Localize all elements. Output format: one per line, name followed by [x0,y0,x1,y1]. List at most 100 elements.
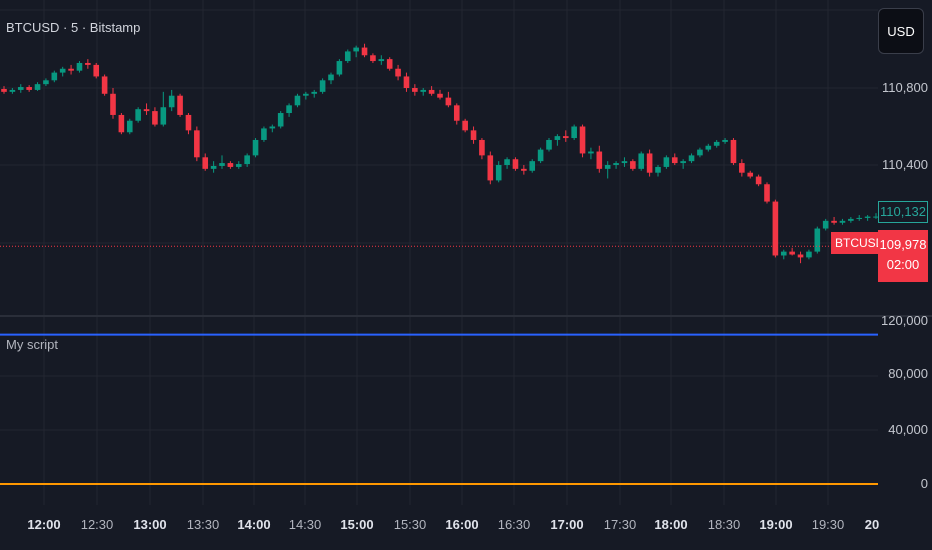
candle-down [177,95,183,115]
time-axis-label: 15:00 [340,517,374,532]
candle-up [571,126,577,139]
candle-up [261,128,267,140]
candle-up [873,216,879,218]
candle-up [864,216,871,218]
time-axis-label: 14:00 [237,517,271,532]
candle-up [697,149,703,156]
candle-up [126,120,133,133]
candle-up [546,139,552,150]
candle-up [588,151,594,154]
candle-up [420,89,427,92]
candle-up [269,126,276,129]
candle-down [487,155,494,181]
grid-lines [0,0,878,505]
candle-up [34,84,41,90]
currency-button[interactable]: USD [878,8,924,54]
candle-up [839,220,846,223]
candle-down [361,47,368,56]
candle-down [85,62,91,65]
candle-down [101,76,108,94]
candle-down [772,201,779,256]
indicator-axis-label: 40,000 [888,422,928,437]
candle-down [730,139,737,164]
candle-down [789,251,795,255]
candle-up [235,164,242,167]
candle-down [143,109,150,112]
candle-down [671,157,678,164]
candle-down [562,136,569,139]
indicator-axis-label: 80,000 [888,366,928,381]
candle-up [713,141,720,146]
candle-down [93,64,100,77]
candle-up [705,145,712,150]
candle-down [739,163,745,173]
candle-up [252,139,259,156]
symbol-tag: BTCUSD [831,232,889,254]
candle-up [303,93,309,96]
indicator-axis-label: 0 [920,476,928,491]
candle-down [185,114,192,131]
candle-up [328,74,334,81]
candle-up [9,89,16,92]
candle-down [428,89,435,94]
candle-down [462,120,468,131]
candle-up [210,165,217,169]
candles-group [1,43,879,264]
last-price-tag: 109,978 02:00 [878,230,928,282]
candle-up [17,87,24,90]
indicator-axis-label: 120,000 [881,313,928,328]
candle-down [395,68,401,77]
candle-up [638,153,645,169]
candle-down [764,184,770,202]
candle-up [856,217,863,219]
time-axis-label: 13:00 [133,517,167,532]
candle-up [613,163,619,165]
candle-up [806,251,812,258]
candle-down [386,59,393,69]
candle-up [378,59,385,62]
candle-down [512,159,519,169]
candle-down [118,114,125,133]
candle-up [244,155,250,165]
candle-up [688,155,695,162]
candle-up [319,80,326,92]
candle-up [663,157,670,167]
candle-up [822,220,829,229]
candle-up [286,105,292,114]
time-axis-label: 19:30 [811,517,845,532]
time-axis-label: 19:00 [759,517,793,532]
candle-up [353,47,359,52]
candle-down [579,126,586,154]
candle-up [294,95,301,106]
symbol-title[interactable]: BTCUSD · 5 · Bitstamp [6,20,141,35]
candle-down [202,157,209,169]
candle-down [194,130,200,158]
candle-up [722,139,728,142]
candle-up [680,161,686,164]
candle-down [26,87,32,90]
candle-up [529,161,536,171]
candle-up [655,166,661,173]
candle-up [504,159,510,165]
candle-up [344,51,351,62]
candle-up [43,80,49,85]
candle-down [630,161,636,169]
candle-up [168,95,175,108]
secondary-price-tag: 110,132 [878,201,928,223]
candle-up [277,113,284,127]
candle-up [848,218,854,221]
time-axis-label: 20 [864,517,880,532]
candle-down [403,76,410,88]
candle-up [495,165,502,181]
indicator-pane-title[interactable]: My script [6,337,58,352]
candle-down [110,93,116,115]
time-axis-label: 17:00 [550,517,584,532]
time-axis-label: 18:30 [707,517,741,532]
candle-up [336,61,343,75]
candle-down [370,55,376,62]
time-axis-label: 14:30 [288,517,322,532]
candle-up [554,136,561,140]
candle-down [747,172,754,177]
candle-down [755,176,762,185]
